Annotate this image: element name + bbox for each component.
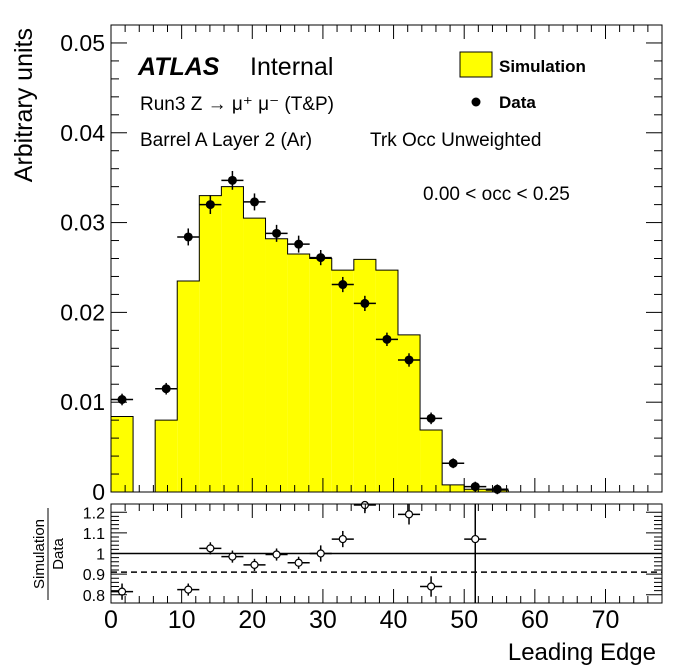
ratio-points [111, 500, 487, 603]
y-tick-label-4: 0.04 [60, 120, 105, 146]
simulation-histogram [110, 186, 509, 493]
x-tick-label-1: 10 [168, 606, 196, 634]
sim-bar-4 [199, 195, 222, 492]
sim-bar-15 [442, 484, 465, 492]
ratio-point-7 [309, 545, 332, 562]
sim-bar-0 [111, 416, 134, 492]
sim-bar-14 [420, 430, 443, 492]
sim-outline [110, 186, 509, 493]
data-point-6 [265, 224, 288, 242]
sim-bar-12 [375, 270, 398, 492]
x-tick-label-3: 30 [309, 606, 337, 634]
sim-bar-7 [265, 238, 288, 492]
data-point-10 [353, 295, 376, 311]
sim-bar-11 [353, 259, 376, 492]
data-point-2 [177, 228, 200, 246]
y-axis-label: Arbitrary units [10, 28, 38, 182]
legend: Simulation Data [459, 51, 586, 112]
ratio-y-tick-label-4: 1.2 [83, 505, 105, 522]
data-point-4 [221, 170, 244, 190]
sim-bar-3 [177, 280, 200, 492]
sim-bar-6 [243, 218, 266, 492]
region-label: Barrel A Layer 2 (Ar) [140, 130, 312, 151]
ratio-point-2 [199, 542, 222, 555]
ratio-point-12 [464, 504, 487, 603]
ratio-point-0 [111, 583, 134, 600]
y-tick-label-1: 0.01 [60, 389, 105, 415]
ratio-panel: 0.8 0.9 1 1.1 1.2 0 10 20 30 40 50 60 70 Simulation… [31, 500, 663, 666]
sim-bar-9 [309, 258, 332, 492]
ratio-x-ticks: 0 10 20 30 40 50 60 70 [104, 504, 663, 634]
data-point-1 [155, 382, 178, 395]
mode-label: Trk Occ Unweighted [370, 130, 541, 151]
main-x-ticks [110, 25, 663, 492]
ratio-y-tick-label-2: 1 [96, 547, 105, 564]
ratio-y-ticks: 0.8 0.9 1 1.1 1.2 [83, 505, 662, 605]
x-tick-label-5: 50 [450, 606, 478, 634]
atlas-label: ATLAS [137, 53, 220, 81]
x-axis-label: Leading Edge [508, 639, 656, 666]
data-point-14 [442, 458, 465, 469]
main-panel: 0 0.01 0.02 0.03 0.04 0.05 Arbitrary units AT… [10, 24, 663, 505]
selection-label: Run3 Z → μ⁺ μ⁻ (T&P) [140, 94, 334, 115]
main-y-ticks: 0 0.01 0.02 0.03 0.04 0.05 [60, 24, 662, 505]
ratio-ylabel-bottom: Data [50, 538, 67, 570]
data-point-5 [243, 193, 266, 211]
legend-data-label: Data [499, 93, 536, 112]
sim-bar-2 [155, 420, 178, 492]
data-point-3 [199, 195, 222, 215]
sim-bar-10 [331, 270, 354, 492]
ratio-y-tick-label-1: 0.9 [83, 567, 105, 584]
legend-data-marker [471, 97, 481, 107]
data-point-0 [111, 393, 134, 406]
ratio-ylabel-top: Simulation [31, 519, 48, 589]
data-point-13 [420, 412, 443, 425]
ratio-point-10 [397, 504, 421, 525]
legend-simulation-swatch [459, 51, 493, 78]
x-tick-label-7: 70 [592, 606, 620, 634]
ratio-point-1 [177, 583, 200, 596]
x-tick-label-0: 0 [104, 606, 118, 634]
y-tick-label-0: 0 [92, 479, 105, 505]
sim-bar-8 [287, 254, 310, 492]
ratio-point-11 [420, 576, 443, 597]
data-point-9 [331, 276, 354, 293]
data-point-12 [397, 353, 421, 367]
sim-bar-5 [221, 186, 244, 492]
ratio-point-3 [221, 550, 244, 563]
ratio-point-4 [243, 558, 266, 571]
ratio-point-8 [331, 530, 354, 548]
y-tick-label-2: 0.02 [60, 299, 105, 325]
data-point-16 [486, 484, 509, 495]
x-tick-label-4: 40 [380, 606, 408, 634]
data-point-7 [287, 235, 310, 253]
legend-simulation-label: Simulation [499, 57, 586, 76]
sim-bar-13 [397, 334, 421, 492]
x-tick-label-2: 20 [238, 606, 266, 634]
data-point-11 [375, 332, 398, 347]
ratio-point-6 [287, 556, 310, 569]
ratio-y-tick-label-0: 0.8 [83, 588, 105, 605]
data-points [111, 170, 509, 495]
data-point-15 [464, 481, 487, 492]
x-tick-label-6: 60 [521, 606, 549, 634]
ratio-point-5 [265, 548, 288, 561]
occupancy-label: 0.00 < occ < 0.25 [423, 184, 570, 205]
data-point-8 [309, 250, 332, 266]
y-tick-label-3: 0.03 [60, 210, 105, 236]
internal-label: Internal [250, 53, 333, 81]
ratio-y-tick-label-3: 1.1 [83, 526, 105, 543]
ratio-y-axis-label: Simulation Data [31, 508, 67, 600]
y-tick-label-5: 0.05 [60, 30, 105, 56]
